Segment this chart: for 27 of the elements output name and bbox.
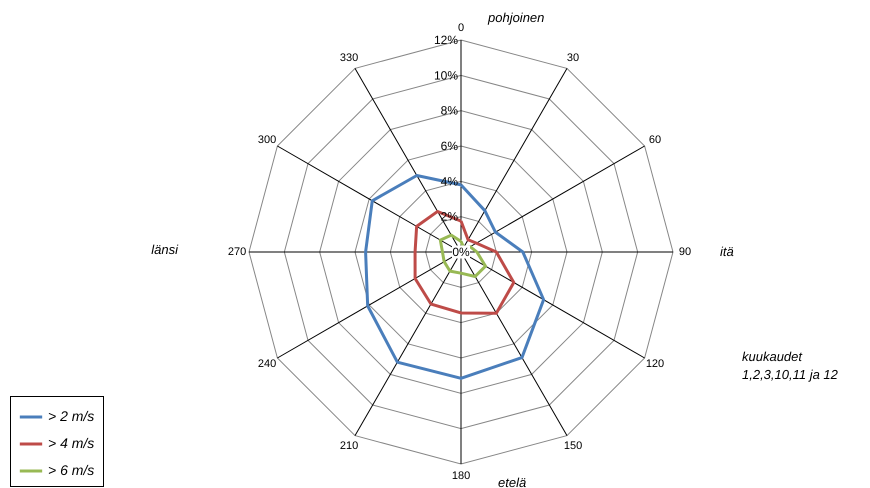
text: länsi: [151, 242, 180, 257]
spoke-label: 330: [340, 52, 358, 64]
legend-label: > 6 m/s: [48, 462, 94, 478]
spoke-label: 210: [340, 440, 358, 452]
y-tick-label: 0%: [452, 245, 470, 259]
y-tick-label: 8%: [440, 104, 458, 118]
y-tick-label: 4%: [440, 174, 458, 188]
text: itä: [720, 244, 734, 259]
spoke-label: 240: [258, 358, 276, 370]
text: etelä: [498, 475, 526, 488]
y-tick-label: 6%: [440, 139, 458, 153]
spoke-label: 270: [228, 246, 246, 258]
spoke-label: 120: [646, 358, 664, 370]
y-tick-label: 10%: [434, 68, 458, 82]
y-tick-label: 12%: [434, 33, 458, 47]
y-tick-label: 2%: [440, 210, 458, 224]
text: pohjoinen: [487, 10, 544, 25]
spoke-label: 150: [564, 440, 582, 452]
legend-label: > 2 m/s: [48, 408, 94, 424]
spoke-label: 0: [458, 22, 464, 34]
spoke-label: 60: [648, 134, 662, 146]
text: kuukaudet 1,2,3,10,11 ja 12: [742, 349, 839, 382]
spoke-label: 30: [566, 52, 580, 64]
spoke-label: 180: [452, 470, 470, 482]
spoke-label: 300: [258, 134, 276, 146]
spoke-label: 90: [678, 246, 692, 258]
legend-label: > 4 m/s: [48, 435, 94, 451]
